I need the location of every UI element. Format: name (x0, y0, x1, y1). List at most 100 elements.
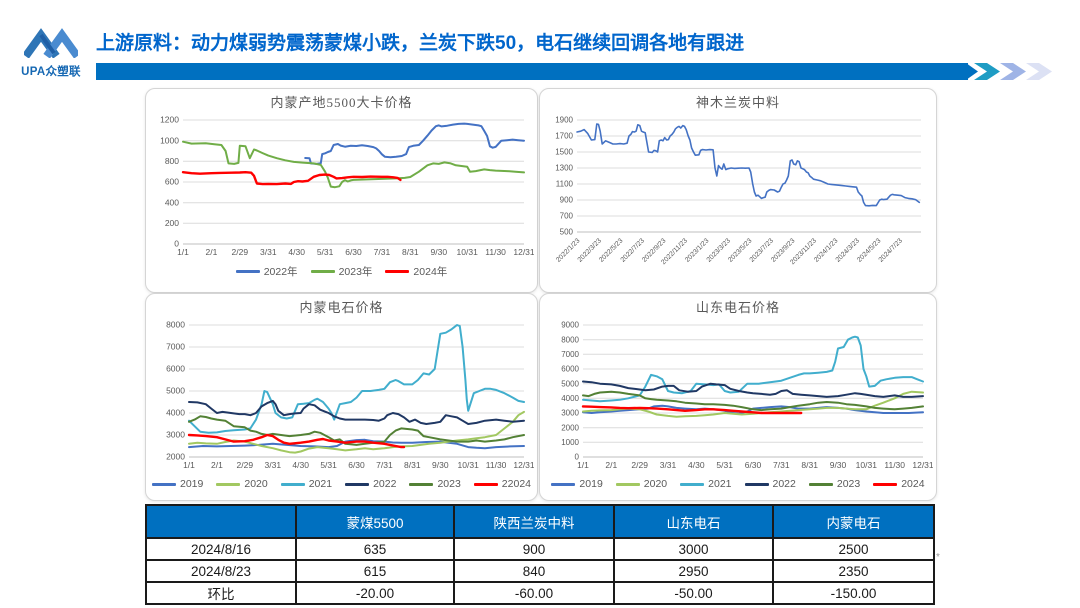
table-header-empty (147, 506, 297, 539)
legend-swatch (808, 482, 833, 486)
table-row-label: 2024/8/23 (147, 561, 297, 583)
svg-text:3000: 3000 (561, 409, 579, 418)
svg-text:1200: 1200 (160, 115, 179, 125)
svg-text:9/30: 9/30 (830, 460, 847, 470)
svg-text:5/31: 5/31 (320, 460, 337, 470)
legend-label: 2023 (437, 478, 461, 490)
legend-item-2021: 2021 (280, 478, 332, 490)
svg-text:3000: 3000 (166, 430, 185, 440)
legend-swatch (473, 482, 498, 486)
legend-swatch (216, 482, 241, 486)
svg-text:10/31: 10/31 (458, 460, 480, 470)
table-header-neimeng-dianshi: 内蒙电石 (774, 506, 935, 539)
legend-label: 2024年 (413, 265, 448, 278)
legend-label: 2020 (244, 478, 268, 490)
svg-text:2/29: 2/29 (232, 247, 249, 257)
svg-text:5/31: 5/31 (716, 460, 733, 470)
chart-card-shandong-dianshi: 山东电石价格 0 1000 2000 3000 4000 5000 6000 7000 8000… (539, 293, 937, 501)
svg-text:8000: 8000 (166, 320, 185, 330)
svg-text:9/30: 9/30 (431, 247, 448, 257)
logo-text: UPA众塑联 (21, 66, 81, 78)
chart-legend: 2019 2020 2021 2022 2023 22024 (146, 473, 537, 495)
svg-text:5/31: 5/31 (317, 247, 334, 257)
legend-item-2019: 2019 (551, 478, 603, 490)
legend-label: 2024 (901, 478, 925, 490)
legend-item-2024年: 2024年 (385, 264, 447, 279)
svg-text:7000: 7000 (166, 342, 185, 352)
svg-text:1300: 1300 (555, 164, 573, 173)
legend-item-2022: 2022 (744, 478, 796, 490)
svg-text:2/29: 2/29 (237, 460, 254, 470)
svg-text:4/30: 4/30 (292, 460, 309, 470)
legend-swatch (680, 482, 705, 486)
chart-legend: 2019 2020 2021 2022 2023 2024 (540, 473, 936, 495)
series-line-2022年 (304, 122, 525, 165)
chart-title: 神木兰炭中料 (695, 95, 780, 110)
legend-swatch (551, 482, 576, 486)
table-cell: -20.00 (297, 583, 455, 605)
chart-plot-neimeng-5500: 0 200 400 600 800 1000 1200 1/1 2/1 2/29 3/31 4/30 5… (160, 115, 534, 257)
table-cell: 900 (455, 539, 615, 561)
legend-label: 2019 (579, 478, 603, 490)
svg-text:6/30: 6/30 (348, 460, 365, 470)
chart-plot-shandong-dianshi: 0 1000 2000 3000 4000 5000 6000 7000 8000 9000 1/1… (561, 321, 933, 470)
price-table: 蒙煤5500 陕西兰炭中料 山东电石 内蒙电石 2024/8/16 635 90… (145, 504, 935, 605)
svg-text:10/31: 10/31 (457, 247, 479, 257)
svg-text:2/29: 2/29 (631, 460, 648, 470)
svg-text:7/31: 7/31 (374, 247, 391, 257)
legend-item-2023: 2023 (409, 478, 461, 490)
table-cell: 2950 (615, 561, 774, 583)
svg-text:1/1: 1/1 (577, 460, 589, 470)
chart-card-neimeng-5500: 内蒙产地5500大卡价格 0 200 400 600 800 1000 1200 1/1 2/1… (145, 88, 538, 293)
svg-text:4/30: 4/30 (288, 247, 305, 257)
svg-text:1700: 1700 (555, 132, 573, 141)
svg-text:0: 0 (174, 239, 179, 249)
svg-text:2/1: 2/1 (605, 460, 617, 470)
footnote-asterisk: * (936, 552, 940, 563)
svg-text:1500: 1500 (555, 148, 573, 157)
svg-text:6/30: 6/30 (345, 247, 362, 257)
table-cell: 3000 (615, 539, 774, 561)
svg-text:8/31: 8/31 (801, 460, 818, 470)
svg-text:5000: 5000 (561, 379, 579, 388)
series-line-2023 (582, 390, 924, 412)
svg-text:600: 600 (165, 177, 179, 187)
chart-legend: 2022年 2023年 2024年 (146, 260, 537, 282)
legend-label: 2021 (708, 478, 732, 490)
legend-swatch (385, 269, 410, 273)
series-line-神木兰炭中料 (576, 123, 921, 207)
svg-text:11/30: 11/30 (884, 460, 905, 470)
svg-text:12/31: 12/31 (912, 460, 933, 470)
legend-swatch (235, 269, 260, 273)
table-cell: 635 (297, 539, 455, 561)
legend-item-2020: 2020 (216, 478, 268, 490)
svg-text:11/30: 11/30 (486, 460, 507, 470)
svg-text:7000: 7000 (561, 350, 579, 359)
chart-card-neimeng-dianshi: 内蒙电石价格 2000 3000 4000 5000 6000 7000 8000 1/1 2/… (145, 293, 538, 501)
legend-label: 2022年 (263, 265, 298, 278)
table-cell: -50.00 (615, 583, 774, 605)
svg-text:500: 500 (560, 228, 574, 237)
chart-title: 山东电石价格 (695, 300, 780, 315)
svg-text:6/30: 6/30 (745, 460, 762, 470)
series-line-2020 (188, 410, 525, 454)
legend-label: 22024 (501, 478, 531, 490)
svg-text:1000: 1000 (160, 135, 179, 145)
chart-card-shenmu-lantan: 神木兰炭中料 500 700 900 1100 1300 1500 1700 1900 2022… (539, 88, 937, 293)
legend-swatch (345, 482, 370, 486)
table-row-label: 2024/8/16 (147, 539, 297, 561)
table-header-shanxi-lantan: 陕西兰炭中料 (455, 506, 615, 539)
table-row-label: 环比 (147, 583, 297, 605)
chart-plot-shenmu-lantan: 500700900110013001500170019002022/1/2320… (555, 116, 921, 266)
header-logo: UPA众塑联 (8, 24, 94, 79)
series-line-2022 (188, 399, 525, 425)
page-title: 上游原料：动力煤弱势震荡蒙煤小跌，兰炭下跌50，电石继续回调各地有跟进 (96, 33, 745, 54)
svg-text:12/31: 12/31 (513, 460, 534, 470)
svg-text:12/31: 12/31 (513, 247, 534, 257)
table-header-shandong-dianshi: 山东电石 (615, 506, 774, 539)
legend-swatch (873, 482, 898, 486)
legend-swatch (409, 482, 434, 486)
legend-label: 2022 (373, 478, 397, 490)
svg-text:8000: 8000 (561, 335, 579, 344)
svg-text:6000: 6000 (166, 364, 185, 374)
